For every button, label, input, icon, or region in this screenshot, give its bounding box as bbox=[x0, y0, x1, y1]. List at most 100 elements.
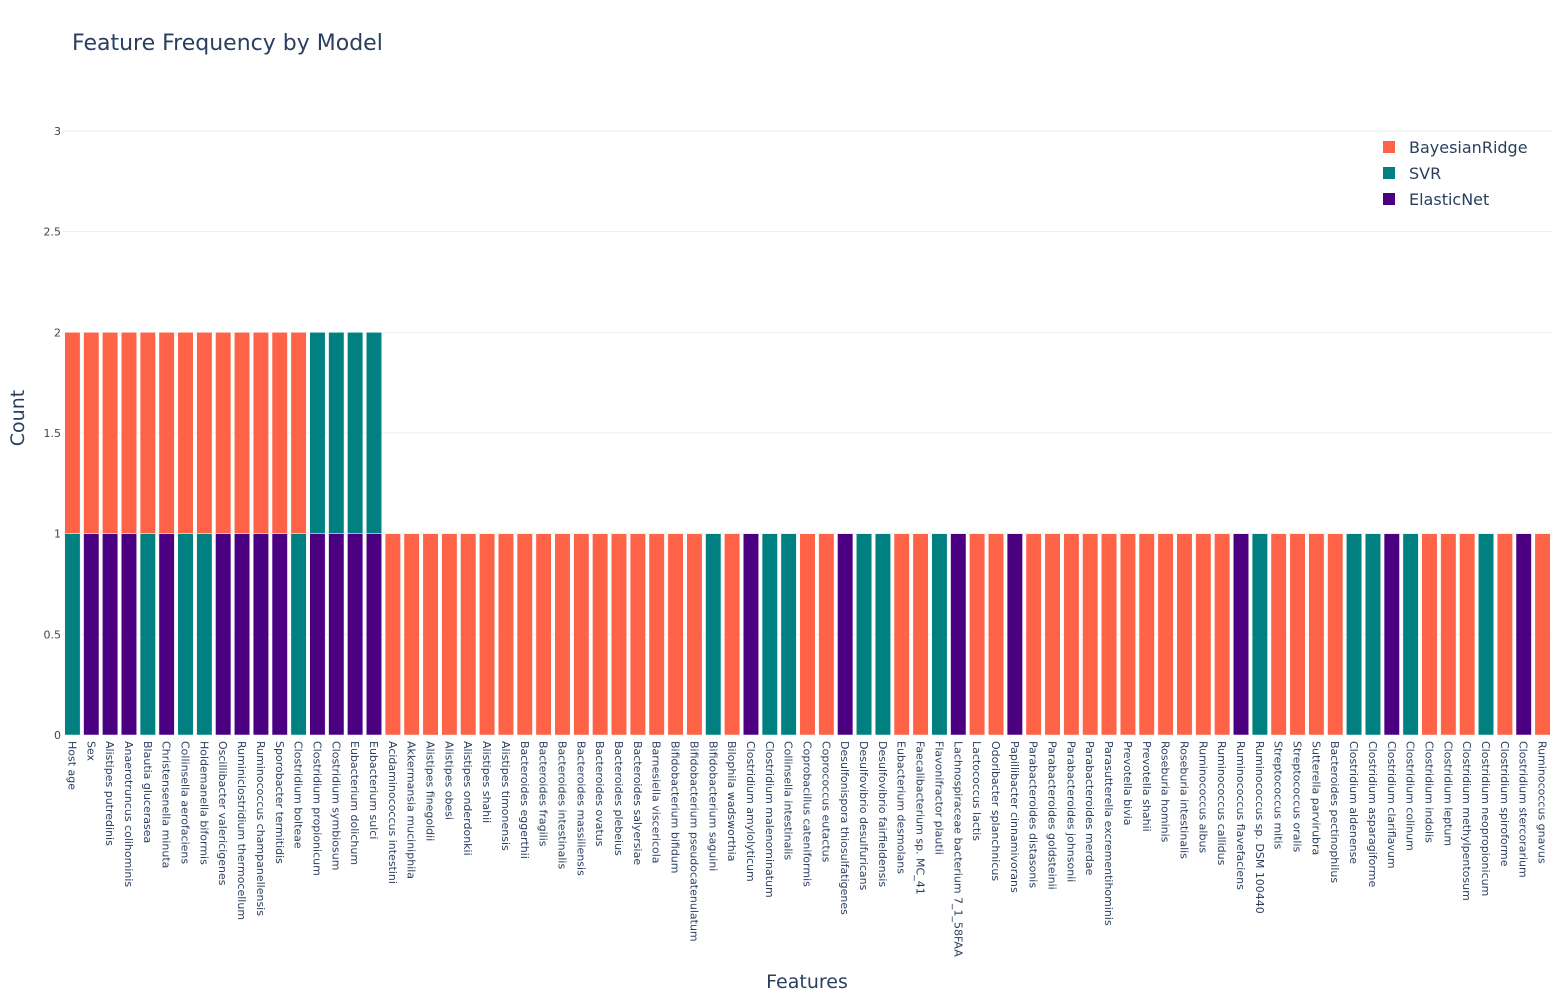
bar-elasticnet bbox=[1233, 533, 1249, 736]
x-tick-label: Clostridium aldenense bbox=[1347, 741, 1360, 864]
x-tick-label: Collinsella intestinalis bbox=[782, 741, 795, 860]
x-tick-label: Clostridium propionicum bbox=[310, 741, 323, 876]
bar-svr bbox=[196, 533, 213, 736]
bar-elasticnet bbox=[271, 533, 288, 736]
bar-bayesianridge bbox=[1327, 533, 1344, 736]
x-tick-label: Streptococcus mitis bbox=[1272, 741, 1285, 850]
x-tick-label: Collinsella aerofaciens bbox=[179, 741, 192, 864]
bar-bayesianridge bbox=[252, 332, 269, 534]
x-tick-label: Alistipes onderdonkii bbox=[461, 741, 474, 856]
x-tick-label: Alistipes shahii bbox=[480, 741, 493, 823]
bar-bayesianridge bbox=[120, 332, 137, 534]
x-tick-label: Bacteroides massiliensis bbox=[574, 741, 587, 876]
legend-item-elasticnet[interactable]: ElasticNet bbox=[1383, 190, 1489, 209]
x-tick-label: Bifidobacterium saguini bbox=[706, 741, 719, 871]
chart-title: Feature Frequency by Model bbox=[72, 31, 383, 56]
y-tick-label: 3 bbox=[54, 125, 61, 138]
bar-bayesianridge bbox=[479, 533, 496, 736]
bar-bayesianridge bbox=[573, 533, 590, 736]
bar-svr bbox=[366, 332, 382, 534]
bar-elasticnet bbox=[120, 533, 137, 736]
x-tick-label: Clostridium malenominatum bbox=[763, 741, 776, 898]
x-tick-label: Coprobacillus cateniformis bbox=[801, 741, 814, 887]
bar-elasticnet bbox=[366, 533, 382, 736]
bar-bayesianridge bbox=[667, 533, 684, 736]
bar-elasticnet bbox=[309, 533, 326, 736]
bar-bayesianridge bbox=[1534, 533, 1551, 736]
bar-elasticnet bbox=[1515, 533, 1532, 736]
x-tick-label: Barnesiella viscericola bbox=[650, 741, 663, 864]
y-tick-label: 2 bbox=[54, 326, 61, 339]
bar-elasticnet bbox=[1383, 533, 1400, 736]
bar-bayesianridge bbox=[1440, 533, 1457, 736]
bar-bayesianridge bbox=[1308, 533, 1325, 736]
bar-svr bbox=[1478, 533, 1495, 736]
x-tick-label: Bacteroides salyersiae bbox=[631, 741, 644, 865]
bar-bayesianridge bbox=[648, 533, 665, 736]
bar-svr bbox=[139, 533, 156, 736]
x-tick-label: Clostridium indolis bbox=[1422, 741, 1435, 843]
bar-bayesianridge bbox=[554, 533, 571, 736]
bar-svr bbox=[290, 533, 307, 736]
x-tick-label: Alistipes obesi bbox=[442, 741, 455, 820]
bar-bayesianridge bbox=[686, 533, 703, 736]
bar-svr bbox=[931, 533, 948, 736]
bar-bayesianridge bbox=[988, 533, 1004, 736]
bar-bayesianridge bbox=[441, 533, 458, 736]
legend-item-svr[interactable]: SVR bbox=[1383, 164, 1441, 183]
bar-bayesianridge bbox=[271, 332, 288, 534]
bar-elasticnet bbox=[837, 533, 854, 736]
bar-elasticnet bbox=[1006, 533, 1023, 736]
bar-elasticnet bbox=[742, 533, 759, 736]
x-tick-label: Roseburia hominis bbox=[1159, 741, 1172, 843]
x-tick-label: Alistipes putredinis bbox=[103, 741, 116, 846]
bar-svr bbox=[328, 332, 345, 534]
bar-bayesianridge bbox=[611, 533, 627, 736]
x-tick-label: Clostridium symbiosum bbox=[329, 741, 342, 870]
bar-bayesianridge bbox=[1044, 533, 1061, 736]
x-tick-label: Clostridium bolteae bbox=[292, 741, 305, 849]
bar-bayesianridge bbox=[497, 533, 514, 736]
x-tick-label: Bilophila wadsworthia bbox=[725, 741, 738, 861]
x-tick-label: Ruminiclostridium thermocellum bbox=[235, 741, 248, 920]
x-tick-label: Bacteroides ovatus bbox=[593, 741, 606, 847]
y-tick-label: 2.5 bbox=[44, 226, 62, 239]
x-tick-label: Clostridium spiroforme bbox=[1498, 741, 1511, 867]
y-axis-ticks: 0 0.5 1 1.5 2 2.5 3 bbox=[44, 125, 62, 742]
legend-item-bayesianridge[interactable]: BayesianRidge bbox=[1383, 138, 1528, 157]
bar-svr bbox=[347, 332, 364, 534]
bar-bayesianridge bbox=[1119, 533, 1136, 736]
bar-bayesianridge bbox=[1138, 533, 1155, 736]
bar-elasticnet bbox=[252, 533, 269, 736]
bar-bayesianridge bbox=[215, 332, 232, 534]
bar-elasticnet bbox=[328, 533, 345, 736]
x-tick-label: Faecalibacterium sp. MC_41 bbox=[914, 741, 927, 895]
x-tick-label: Clostridium methylpentosum bbox=[1460, 741, 1473, 901]
x-tick-label: Clostridium leptum bbox=[1441, 741, 1454, 846]
x-tick-label: Ruminococcus callidus bbox=[1215, 741, 1228, 866]
bar-bayesianridge bbox=[403, 533, 420, 736]
x-tick-label: Holdemanella biformis bbox=[197, 741, 210, 865]
bar-svr bbox=[64, 533, 81, 736]
x-tick-label: Prevotella shahii bbox=[1140, 741, 1153, 832]
x-tick-label: Alistipes finegoldii bbox=[424, 741, 437, 841]
bar-bayesianridge bbox=[592, 533, 609, 736]
bar-svr bbox=[856, 533, 873, 736]
bar-bayesianridge bbox=[460, 533, 477, 736]
y-tick-label: 0.5 bbox=[44, 628, 62, 641]
legend[interactable]: BayesianRidge SVR ElasticNet bbox=[1383, 138, 1528, 209]
x-tick-label: Prevotella bivia bbox=[1121, 741, 1134, 826]
y-tick-label: 0 bbox=[54, 729, 61, 742]
x-tick-label: Ruminococcus albus bbox=[1196, 741, 1209, 853]
bar-bayesianridge bbox=[1214, 533, 1231, 736]
x-tick-label: Ruminococcus flavefaciens bbox=[1234, 741, 1247, 890]
bar-bayesianridge bbox=[629, 533, 646, 736]
x-tick-label: Sporobacter termitidis bbox=[273, 741, 286, 864]
bar-bayesianridge bbox=[535, 533, 552, 736]
x-tick-label: Odoribacter splanchnicus bbox=[989, 741, 1002, 881]
y-tick-label: 1.5 bbox=[44, 427, 62, 440]
bar-svr bbox=[874, 533, 891, 736]
x-tick-label: Anaerotruncus colihominis bbox=[122, 741, 135, 887]
bar-bayesianridge bbox=[196, 332, 213, 534]
bar-bayesianridge bbox=[1421, 533, 1438, 736]
